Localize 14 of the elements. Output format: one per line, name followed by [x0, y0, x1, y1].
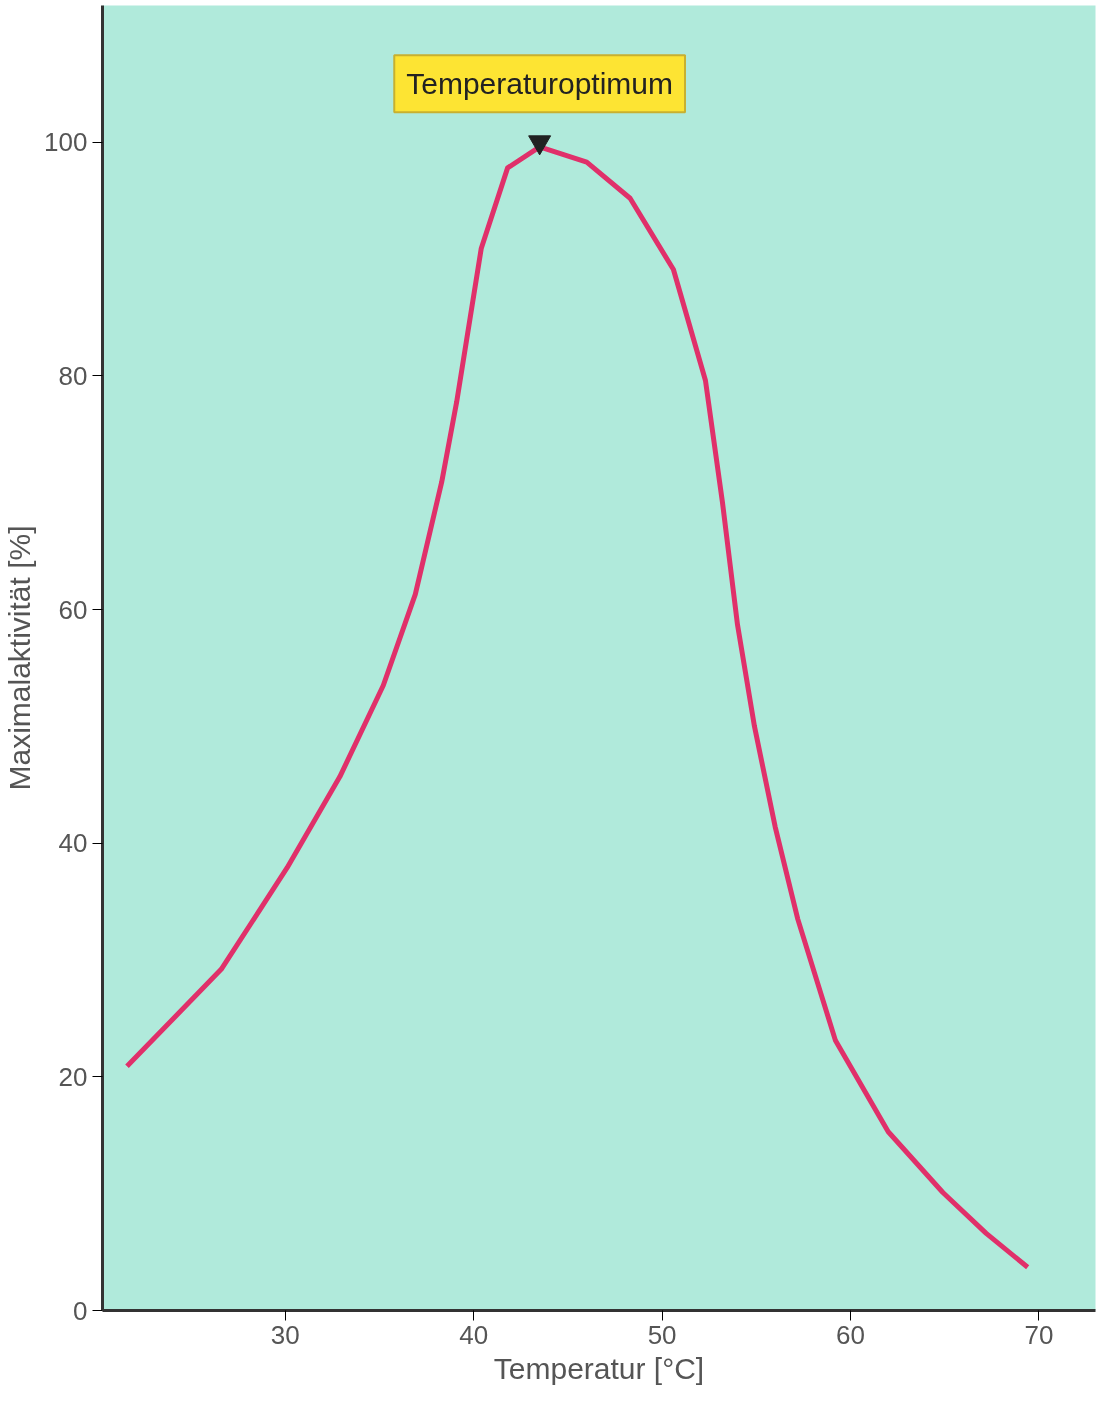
annotation: Temperaturoptimum	[406, 67, 674, 101]
x-tick-label: 70	[1024, 1319, 1054, 1350]
y-tick-label: 100	[44, 127, 88, 158]
y-tick-label: 80	[58, 360, 88, 391]
y-tick-label: 40	[58, 828, 88, 859]
x-tick-label: 30	[270, 1319, 300, 1350]
y-tick-label: 20	[58, 1061, 88, 1092]
x-tick-label: 40	[459, 1319, 489, 1350]
y-axis-title: Maximalaktivität [%]	[3, 525, 37, 791]
x-axis-title: Temperatur [°C]	[493, 1351, 705, 1385]
y-tick-label: 60	[58, 594, 88, 625]
x-tick-label: 60	[836, 1319, 866, 1350]
x-tick-label: 50	[647, 1319, 677, 1350]
y-tick-label: 0	[73, 1295, 88, 1326]
